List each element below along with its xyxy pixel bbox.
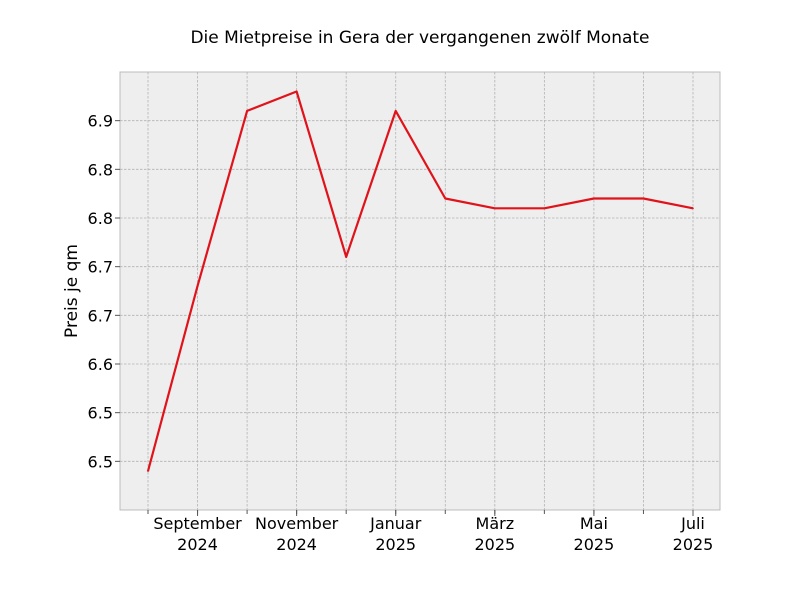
data-point — [593, 197, 595, 200]
data-point — [246, 110, 248, 112]
x-tick-label-month: Juli — [680, 514, 705, 533]
x-tick-label-month: November — [255, 514, 339, 533]
y-tick-label: 6.8 — [88, 209, 113, 228]
x-tick-label-year: 2025 — [673, 535, 714, 554]
x-tick-label-month: März — [476, 514, 515, 533]
series-line-0 — [146, 90, 694, 472]
grid-lines — [120, 72, 720, 510]
data-point — [692, 207, 694, 210]
x-axis-ticks: September 2024 November 2024 Januar 2025 März 2… — [147, 510, 714, 554]
y-tick-label: 6.5 — [88, 452, 113, 471]
x-tick-label-year: 2025 — [574, 535, 615, 554]
y-axis-label: Preis je qm — [62, 244, 82, 338]
x-tick-label-year: 2025 — [474, 535, 515, 554]
x-tick-label-year: 2024 — [276, 535, 317, 554]
x-tick-label-year: 2025 — [375, 535, 416, 554]
data-point — [394, 110, 397, 112]
x-tick-label-month: Januar — [369, 514, 422, 533]
y-tick-label: 6.7 — [88, 258, 113, 277]
y-tick-label: 6.6 — [88, 355, 113, 374]
x-tick-label-month: September — [153, 514, 242, 533]
data-point — [295, 90, 298, 93]
data-point — [345, 256, 347, 258]
y-tick-label: 6.9 — [88, 112, 113, 131]
plot-area — [119, 71, 721, 511]
y-tick-label: 6.7 — [88, 306, 113, 325]
chart-title: Die Mietpreise in Gera der vergangenen z… — [190, 28, 649, 48]
data-point — [147, 470, 149, 472]
data-point — [196, 285, 199, 287]
data-point — [444, 197, 447, 200]
x-tick-label-year: 2024 — [177, 535, 218, 554]
y-tick-label: 6.8 — [88, 160, 113, 179]
x-tick-label-month: Mai — [580, 514, 608, 533]
data-point — [494, 207, 496, 210]
series-layer — [146, 90, 694, 472]
data-point — [543, 207, 546, 210]
y-axis-ticks: 6.5 6.5 6.6 6.7 6.7 6.8 6.8 6.9 — [88, 112, 120, 471]
data-point — [642, 197, 645, 200]
y-tick-label: 6.5 — [88, 404, 113, 423]
